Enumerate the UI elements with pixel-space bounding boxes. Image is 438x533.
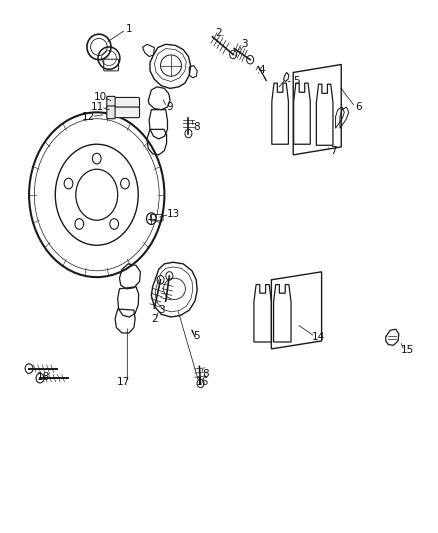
Text: 5: 5 [193,330,200,341]
Text: 10: 10 [94,92,107,102]
Text: 4: 4 [258,65,265,75]
Text: 12: 12 [81,111,95,122]
Text: 15: 15 [401,345,414,356]
FancyBboxPatch shape [107,106,115,119]
Text: 16: 16 [196,377,209,387]
FancyBboxPatch shape [111,98,140,108]
FancyBboxPatch shape [111,107,140,118]
Text: 1: 1 [126,25,133,35]
Text: 8: 8 [193,122,200,132]
Text: 7: 7 [330,146,337,156]
Text: 5: 5 [293,77,300,86]
Text: 17: 17 [117,377,131,387]
Text: 3: 3 [241,39,247,49]
Text: 2: 2 [151,313,158,324]
Text: 3: 3 [158,305,165,315]
Text: 14: 14 [312,332,325,342]
Text: 8: 8 [203,369,209,379]
FancyBboxPatch shape [107,96,115,109]
Text: 18: 18 [37,372,50,382]
Text: 13: 13 [166,209,180,220]
Text: 9: 9 [167,102,173,112]
Text: 11: 11 [91,102,104,112]
Text: 6: 6 [355,102,362,112]
Text: 2: 2 [215,28,223,38]
